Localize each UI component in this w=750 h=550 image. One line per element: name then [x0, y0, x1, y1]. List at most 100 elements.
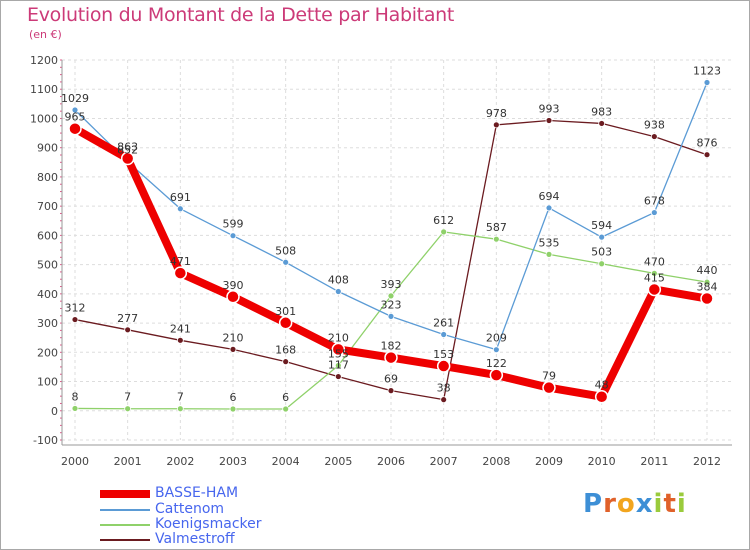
data-point: [700, 291, 714, 306]
legend-swatch: [100, 524, 150, 526]
data-point: [647, 282, 662, 297]
data-label: 587: [486, 221, 507, 234]
data-label: 983: [591, 105, 612, 118]
logo-letter: P: [583, 489, 604, 519]
data-label: 8: [72, 390, 79, 403]
data-point: [387, 387, 395, 395]
logo-letter: t: [663, 489, 677, 519]
data-point: [229, 345, 237, 353]
data-label: 48: [595, 379, 609, 392]
legend-item-basse-ham: BASSE-HAM: [100, 485, 320, 503]
data-point: [278, 316, 293, 330]
data-label: 938: [644, 119, 665, 132]
x-tick-label: 2003: [219, 455, 247, 468]
logo-letter: x: [635, 489, 654, 519]
data-label: 415: [644, 271, 665, 284]
data-label: 241: [170, 322, 191, 335]
data-label: 261: [433, 316, 454, 329]
x-tick-label: 2000: [61, 455, 89, 468]
data-point: [489, 368, 504, 382]
y-tick-label: 1200: [30, 54, 58, 67]
data-point: [334, 362, 342, 369]
y-tick-label: 300: [37, 317, 58, 330]
data-point: [282, 405, 290, 413]
data-point: [387, 312, 395, 320]
data-label: 79: [542, 370, 556, 383]
data-label: 594: [591, 219, 612, 232]
data-point: [176, 405, 184, 413]
data-label: 852: [117, 144, 138, 157]
x-tick-label: 2008: [482, 455, 510, 468]
legend-item-valmestroff: Valmestroff: [100, 531, 320, 549]
data-label: 210: [328, 331, 349, 344]
data-label: 390: [223, 279, 244, 292]
data-point: [384, 350, 398, 365]
data-label: 168: [275, 344, 296, 357]
legend-swatch: [100, 539, 150, 541]
data-point: [71, 106, 79, 114]
data-label: 7: [177, 391, 184, 404]
data-point: [598, 233, 606, 241]
data-point: [703, 151, 711, 159]
data-point: [71, 405, 79, 412]
data-label: 503: [591, 246, 612, 259]
data-label: 384: [697, 281, 718, 294]
data-point: [173, 266, 188, 280]
data-label: 155: [328, 347, 349, 360]
y-tick-label: 900: [37, 142, 58, 155]
legend-label: Koenigsmacker: [155, 516, 262, 532]
data-point: [331, 342, 346, 357]
legend-item-koenigsmacker: Koenigsmacker: [100, 516, 320, 534]
data-label: 38: [437, 382, 451, 395]
data-label: 965: [65, 111, 86, 124]
data-label: 863: [117, 141, 138, 154]
data-label: 312: [65, 302, 86, 315]
x-tick-label: 2009: [535, 455, 563, 468]
y-tick-label: 500: [37, 259, 58, 272]
data-point: [176, 336, 184, 344]
data-point: [334, 373, 342, 380]
data-label: 993: [539, 103, 560, 116]
x-tick-label: 2001: [114, 455, 142, 468]
data-point: [387, 292, 395, 300]
data-label: 508: [275, 244, 296, 257]
y-tick-label: 800: [37, 171, 58, 184]
data-label: 978: [486, 107, 507, 120]
y-tick-label: 700: [37, 200, 58, 213]
x-tick-label: 2007: [430, 455, 458, 468]
data-label: 599: [223, 218, 244, 231]
data-point: [492, 121, 500, 129]
x-tick-label: 2006: [377, 455, 405, 468]
data-point: [120, 151, 135, 166]
data-point: [440, 228, 448, 236]
proxiti-logo: Proxiti: [583, 489, 687, 519]
data-label: 7: [124, 391, 131, 404]
logo-letter: i: [676, 489, 687, 519]
legend-label: BASSE-HAM: [155, 485, 239, 501]
legend-swatch: [100, 509, 150, 511]
data-point: [598, 120, 606, 127]
data-point: [71, 316, 79, 323]
y-tick-label: 600: [37, 229, 58, 242]
data-point: [334, 288, 342, 295]
data-point: [545, 250, 553, 258]
y-tick-label: 1100: [30, 83, 58, 96]
data-point: [650, 269, 658, 277]
data-point: [594, 389, 609, 404]
data-point: [440, 396, 448, 404]
data-point: [542, 380, 556, 395]
y-tick-label: 100: [37, 376, 58, 389]
x-tick-label: 2010: [588, 455, 616, 468]
data-label: 69: [384, 373, 398, 386]
data-label: 277: [117, 312, 138, 325]
data-label: 301: [275, 305, 296, 318]
y-tick-label: 0: [51, 405, 58, 418]
data-point: [226, 290, 240, 304]
data-point: [229, 232, 237, 240]
data-point: [176, 205, 184, 213]
data-label: 393: [381, 278, 402, 291]
data-point: [703, 79, 711, 86]
x-tick-label: 2011: [640, 455, 668, 468]
data-point: [492, 346, 500, 354]
